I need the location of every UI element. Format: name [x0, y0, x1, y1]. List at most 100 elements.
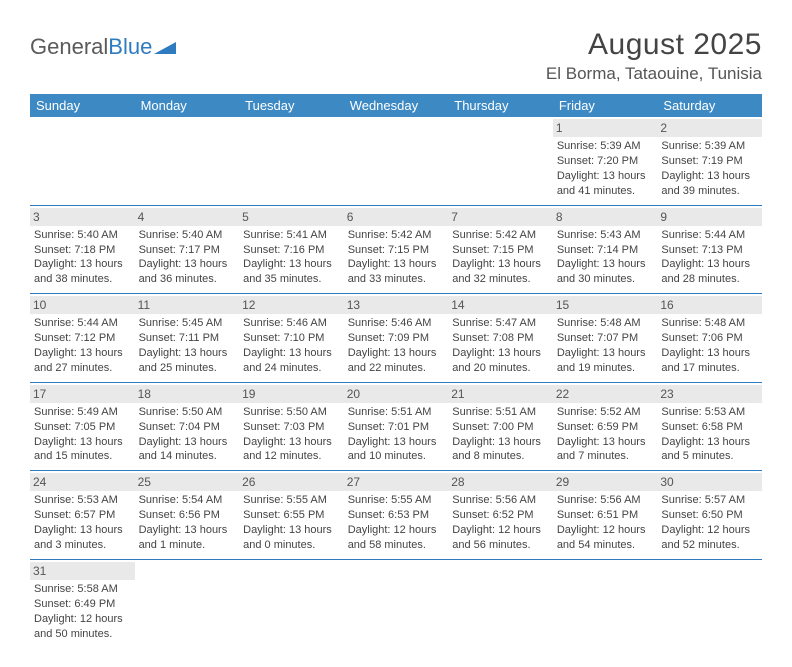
calendar-cell: 30Sunrise: 5:57 AMSunset: 6:50 PMDayligh… [657, 471, 762, 560]
sunset-text: Sunset: 7:13 PM [661, 243, 758, 258]
calendar-cell: 21Sunrise: 5:51 AMSunset: 7:00 PMDayligh… [448, 382, 553, 471]
calendar-cell: 19Sunrise: 5:50 AMSunset: 7:03 PMDayligh… [239, 382, 344, 471]
weekday-header: Monday [135, 94, 240, 117]
day-number: 19 [239, 385, 344, 403]
calendar-cell: 28Sunrise: 5:56 AMSunset: 6:52 PMDayligh… [448, 471, 553, 560]
sunrise-text: Sunrise: 5:54 AM [139, 493, 236, 508]
sunset-text: Sunset: 6:59 PM [557, 420, 654, 435]
weekday-header: Tuesday [239, 94, 344, 117]
day-number: 10 [30, 296, 135, 314]
sunset-text: Sunset: 7:01 PM [348, 420, 445, 435]
calendar-cell: 31Sunrise: 5:58 AMSunset: 6:49 PMDayligh… [30, 559, 135, 647]
day-number: 23 [657, 385, 762, 403]
day-number: 27 [344, 473, 449, 491]
daylight-text: Daylight: 13 hours and 1 minute. [139, 523, 236, 553]
sunrise-text: Sunrise: 5:58 AM [34, 582, 131, 597]
sunset-text: Sunset: 7:14 PM [557, 243, 654, 258]
day-number: 25 [135, 473, 240, 491]
day-number: 11 [135, 296, 240, 314]
daylight-text: Daylight: 13 hours and 22 minutes. [348, 346, 445, 376]
sunset-text: Sunset: 7:17 PM [139, 243, 236, 258]
sunset-text: Sunset: 7:07 PM [557, 331, 654, 346]
sunset-text: Sunset: 6:58 PM [661, 420, 758, 435]
daylight-text: Daylight: 13 hours and 36 minutes. [139, 257, 236, 287]
brand-logo: GeneralBlue [30, 28, 176, 60]
calendar-cell: 29Sunrise: 5:56 AMSunset: 6:51 PMDayligh… [553, 471, 658, 560]
sunrise-text: Sunrise: 5:42 AM [452, 228, 549, 243]
title-block: August 2025 El Borma, Tataouine, Tunisia [546, 28, 762, 84]
day-number: 4 [135, 208, 240, 226]
calendar-cell: 13Sunrise: 5:46 AMSunset: 7:09 PMDayligh… [344, 294, 449, 383]
sunset-text: Sunset: 7:12 PM [34, 331, 131, 346]
calendar-cell: 8Sunrise: 5:43 AMSunset: 7:14 PMDaylight… [553, 205, 658, 294]
daylight-text: Daylight: 13 hours and 30 minutes. [557, 257, 654, 287]
daylight-text: Daylight: 13 hours and 3 minutes. [34, 523, 131, 553]
sunrise-text: Sunrise: 5:51 AM [452, 405, 549, 420]
calendar-cell: 9Sunrise: 5:44 AMSunset: 7:13 PMDaylight… [657, 205, 762, 294]
daylight-text: Daylight: 13 hours and 25 minutes. [139, 346, 236, 376]
calendar-cell: 20Sunrise: 5:51 AMSunset: 7:01 PMDayligh… [344, 382, 449, 471]
calendar-cell [135, 559, 240, 647]
weekday-header: Sunday [30, 94, 135, 117]
daylight-text: Daylight: 13 hours and 10 minutes. [348, 435, 445, 465]
daylight-text: Daylight: 13 hours and 12 minutes. [243, 435, 340, 465]
sunrise-text: Sunrise: 5:57 AM [661, 493, 758, 508]
sunrise-text: Sunrise: 5:55 AM [348, 493, 445, 508]
calendar-cell: 15Sunrise: 5:48 AMSunset: 7:07 PMDayligh… [553, 294, 658, 383]
calendar-cell [344, 559, 449, 647]
day-number: 6 [344, 208, 449, 226]
sunrise-text: Sunrise: 5:46 AM [348, 316, 445, 331]
calendar-cell [657, 559, 762, 647]
sunrise-text: Sunrise: 5:42 AM [348, 228, 445, 243]
day-number: 12 [239, 296, 344, 314]
day-number: 28 [448, 473, 553, 491]
sunset-text: Sunset: 6:56 PM [139, 508, 236, 523]
daylight-text: Daylight: 13 hours and 0 minutes. [243, 523, 340, 553]
sunset-text: Sunset: 7:08 PM [452, 331, 549, 346]
sunrise-text: Sunrise: 5:55 AM [243, 493, 340, 508]
daylight-text: Daylight: 13 hours and 8 minutes. [452, 435, 549, 465]
sunrise-text: Sunrise: 5:41 AM [243, 228, 340, 243]
brand-part1: General [30, 34, 108, 60]
daylight-text: Daylight: 13 hours and 35 minutes. [243, 257, 340, 287]
sunrise-text: Sunrise: 5:56 AM [452, 493, 549, 508]
calendar-cell [239, 117, 344, 205]
daylight-text: Daylight: 13 hours and 33 minutes. [348, 257, 445, 287]
sunset-text: Sunset: 6:55 PM [243, 508, 340, 523]
day-number: 24 [30, 473, 135, 491]
calendar-cell: 17Sunrise: 5:49 AMSunset: 7:05 PMDayligh… [30, 382, 135, 471]
weekday-header: Saturday [657, 94, 762, 117]
sunrise-text: Sunrise: 5:47 AM [452, 316, 549, 331]
weekday-header: Friday [553, 94, 658, 117]
calendar-cell: 7Sunrise: 5:42 AMSunset: 7:15 PMDaylight… [448, 205, 553, 294]
sunrise-text: Sunrise: 5:44 AM [661, 228, 758, 243]
day-number: 30 [657, 473, 762, 491]
sunrise-text: Sunrise: 5:40 AM [139, 228, 236, 243]
sunrise-text: Sunrise: 5:40 AM [34, 228, 131, 243]
calendar-cell: 10Sunrise: 5:44 AMSunset: 7:12 PMDayligh… [30, 294, 135, 383]
day-number: 2 [657, 119, 762, 137]
sunrise-text: Sunrise: 5:56 AM [557, 493, 654, 508]
calendar-cell: 27Sunrise: 5:55 AMSunset: 6:53 PMDayligh… [344, 471, 449, 560]
sunset-text: Sunset: 7:00 PM [452, 420, 549, 435]
daylight-text: Daylight: 13 hours and 5 minutes. [661, 435, 758, 465]
calendar-cell: 26Sunrise: 5:55 AMSunset: 6:55 PMDayligh… [239, 471, 344, 560]
calendar-body: 1Sunrise: 5:39 AMSunset: 7:20 PMDaylight… [30, 117, 762, 647]
sunrise-text: Sunrise: 5:43 AM [557, 228, 654, 243]
calendar-cell: 14Sunrise: 5:47 AMSunset: 7:08 PMDayligh… [448, 294, 553, 383]
calendar-cell: 22Sunrise: 5:52 AMSunset: 6:59 PMDayligh… [553, 382, 658, 471]
month-title: August 2025 [546, 28, 762, 62]
sunrise-text: Sunrise: 5:48 AM [557, 316, 654, 331]
daylight-text: Daylight: 13 hours and 32 minutes. [452, 257, 549, 287]
calendar-page: GeneralBlue August 2025 El Borma, Tataou… [0, 0, 792, 667]
daylight-text: Daylight: 13 hours and 14 minutes. [139, 435, 236, 465]
calendar-cell: 12Sunrise: 5:46 AMSunset: 7:10 PMDayligh… [239, 294, 344, 383]
sunset-text: Sunset: 6:53 PM [348, 508, 445, 523]
sunset-text: Sunset: 7:04 PM [139, 420, 236, 435]
brand-part2: Blue [108, 34, 152, 60]
location: El Borma, Tataouine, Tunisia [546, 64, 762, 84]
sunrise-text: Sunrise: 5:39 AM [557, 139, 654, 154]
sunset-text: Sunset: 7:18 PM [34, 243, 131, 258]
calendar-cell: 23Sunrise: 5:53 AMSunset: 6:58 PMDayligh… [657, 382, 762, 471]
day-number: 1 [553, 119, 658, 137]
